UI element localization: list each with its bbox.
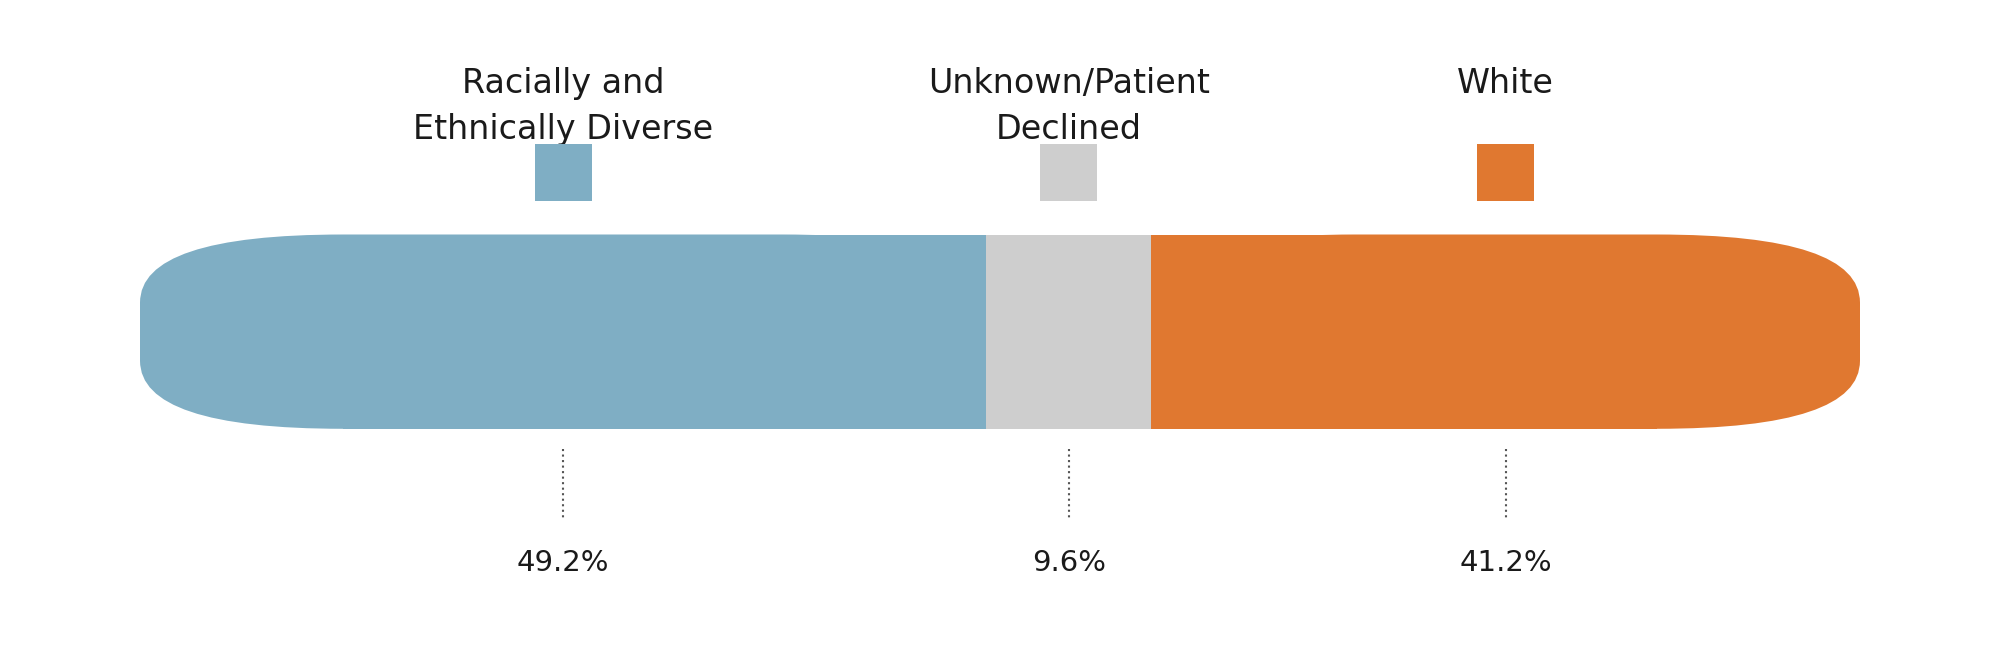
Bar (986, 234, 1152, 429)
Bar (1152, 234, 1656, 429)
Text: 41.2%: 41.2% (1460, 549, 1552, 577)
Bar (344, 234, 986, 429)
Text: Racially and
Ethnically Diverse: Racially and Ethnically Diverse (414, 67, 714, 146)
Text: White: White (1458, 67, 1554, 100)
Text: 9.6%: 9.6% (1032, 549, 1106, 577)
Bar (534, 144, 592, 201)
Text: Unknown/Patient
Declined: Unknown/Patient Declined (928, 67, 1210, 146)
Text: 49.2%: 49.2% (516, 549, 610, 577)
Bar (1040, 144, 1098, 201)
FancyBboxPatch shape (1152, 234, 1860, 429)
Bar (1478, 144, 1534, 201)
FancyBboxPatch shape (140, 234, 986, 429)
